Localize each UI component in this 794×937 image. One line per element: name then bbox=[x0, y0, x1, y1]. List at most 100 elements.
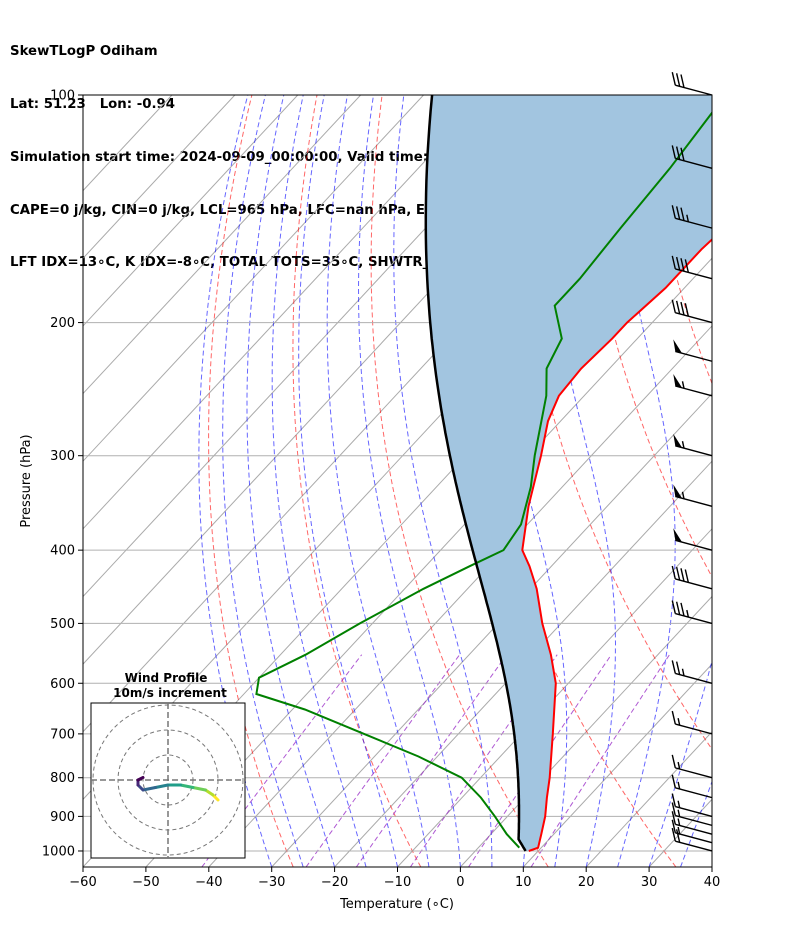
wind-barb bbox=[671, 205, 713, 229]
isotherm-line bbox=[271, 392, 712, 867]
wind-barb-flag bbox=[671, 565, 676, 580]
wind-barb-flag bbox=[671, 600, 676, 614]
y-tick-label: 300 bbox=[50, 449, 75, 464]
wind-barb-half-flag bbox=[681, 668, 685, 676]
wind-barb-pennant bbox=[673, 374, 683, 388]
dry-adiabat bbox=[773, 95, 794, 867]
x-tick-label: −10 bbox=[384, 875, 411, 890]
wind-barb-flag bbox=[671, 819, 676, 833]
x-tick-label: −30 bbox=[258, 875, 285, 890]
dry-adiabat bbox=[208, 95, 294, 867]
wind-barb-half-flag bbox=[677, 800, 681, 808]
wind-barb-flag bbox=[680, 207, 685, 221]
wind-barb-flag bbox=[675, 146, 681, 160]
wind-barb-half-flag bbox=[677, 809, 681, 817]
x-tick-label: 10 bbox=[515, 875, 532, 890]
wind-barb-flag bbox=[675, 206, 681, 220]
dry-adiabat bbox=[707, 95, 712, 124]
wind-barb bbox=[671, 299, 713, 324]
wind-barb bbox=[671, 774, 713, 799]
dry-adiabat bbox=[370, 95, 549, 867]
wind-barb-flag bbox=[671, 255, 676, 270]
background-lines bbox=[83, 95, 794, 867]
wind-barb-flag bbox=[675, 661, 681, 675]
wind-barb-pennant bbox=[673, 339, 683, 354]
wind-barb-staff bbox=[675, 767, 713, 779]
wind-barb bbox=[673, 433, 713, 457]
wind-barb-flag bbox=[684, 303, 690, 317]
isotherm-line bbox=[460, 595, 712, 867]
y-tick-label: 900 bbox=[50, 810, 75, 825]
wind-barb-half-flag bbox=[681, 491, 685, 499]
x-tick-label: 30 bbox=[641, 875, 658, 890]
dewpoint-line bbox=[255, 111, 712, 849]
wind-barb bbox=[671, 710, 713, 735]
moist-adiabat bbox=[246, 95, 336, 867]
wind-barb-flag bbox=[680, 74, 685, 88]
wind-barb-flag bbox=[675, 566, 681, 581]
wind-barb-staff bbox=[675, 787, 713, 799]
wind-barb-staff bbox=[675, 723, 713, 735]
y-tick-label: 600 bbox=[50, 677, 75, 692]
y-tick-label: 500 bbox=[50, 617, 75, 632]
dry-adiabat bbox=[577, 95, 712, 578]
isotherm-line bbox=[711, 866, 712, 867]
wind-barb-half-flag bbox=[681, 381, 685, 389]
y-tick-label: 200 bbox=[50, 316, 75, 331]
wind-barb-half-flag bbox=[686, 609, 690, 618]
moist-adiabat bbox=[393, 95, 493, 867]
profiles bbox=[255, 95, 712, 852]
moist-adiabat bbox=[298, 95, 398, 867]
cin-shading bbox=[425, 95, 712, 851]
hodograph-title: Wind Profile bbox=[125, 671, 208, 685]
wind-barb-flag bbox=[671, 774, 676, 788]
hodograph-trace bbox=[191, 786, 207, 792]
x-tick-label: −40 bbox=[195, 875, 222, 890]
wind-barb-half-flag bbox=[677, 718, 681, 726]
hodograph-subtitle: 10m/s increment bbox=[113, 686, 227, 700]
x-axis-label: Temperature (∘C) bbox=[339, 897, 454, 912]
wind-barb-pennant bbox=[673, 484, 683, 499]
isotherm-line bbox=[83, 95, 424, 462]
wind-barb bbox=[671, 565, 713, 590]
wind-barb-pennant bbox=[673, 433, 683, 448]
wind-barb bbox=[671, 145, 713, 169]
wind-barb-staff bbox=[675, 84, 713, 96]
wind-barb bbox=[671, 811, 713, 835]
wind-barb-flag bbox=[675, 300, 681, 315]
moist-adiabat bbox=[744, 95, 794, 867]
y-tick-label: 400 bbox=[50, 544, 75, 559]
station-location: Lat: 51.23 Lon: -0.94 bbox=[10, 96, 176, 112]
wind-barb-staff bbox=[675, 445, 713, 457]
wind-barb-half-flag bbox=[677, 761, 681, 770]
wind-barb-staff bbox=[675, 840, 713, 852]
wind-barb-half-flag bbox=[677, 818, 681, 826]
wind-barb bbox=[671, 793, 713, 818]
dry-adiabat bbox=[292, 95, 422, 867]
wind-barb-flag bbox=[671, 754, 676, 769]
station-title: SkewTLogP Odiham bbox=[10, 44, 158, 60]
x-tick-label: 0 bbox=[456, 875, 464, 890]
isotherm-line bbox=[83, 95, 299, 327]
wind-barb-flag bbox=[671, 802, 676, 816]
isotherm-line bbox=[522, 663, 712, 867]
wind-barb-flag bbox=[671, 811, 676, 825]
wind-barb-flag bbox=[680, 568, 685, 582]
wind-barb-flag bbox=[671, 72, 676, 86]
wind-barb-flag bbox=[680, 147, 685, 161]
isotherm-line bbox=[83, 95, 362, 395]
moist-adiabat bbox=[271, 95, 367, 867]
wind-barb-half-flag bbox=[677, 826, 681, 835]
moist-adiabat bbox=[537, 95, 616, 867]
wind-barb-flag bbox=[675, 601, 681, 615]
wind-barb-flag bbox=[671, 710, 676, 725]
wind-barb-flag bbox=[675, 73, 681, 87]
wind-barb-staff bbox=[675, 217, 713, 229]
wind-barb-flag bbox=[684, 569, 690, 583]
y-tick-label: 800 bbox=[50, 771, 75, 786]
x-tick-label: −60 bbox=[69, 875, 96, 890]
moist-adiabat bbox=[607, 95, 676, 867]
wind-barb-staff bbox=[675, 385, 713, 397]
wind-barb-flag bbox=[680, 258, 685, 272]
